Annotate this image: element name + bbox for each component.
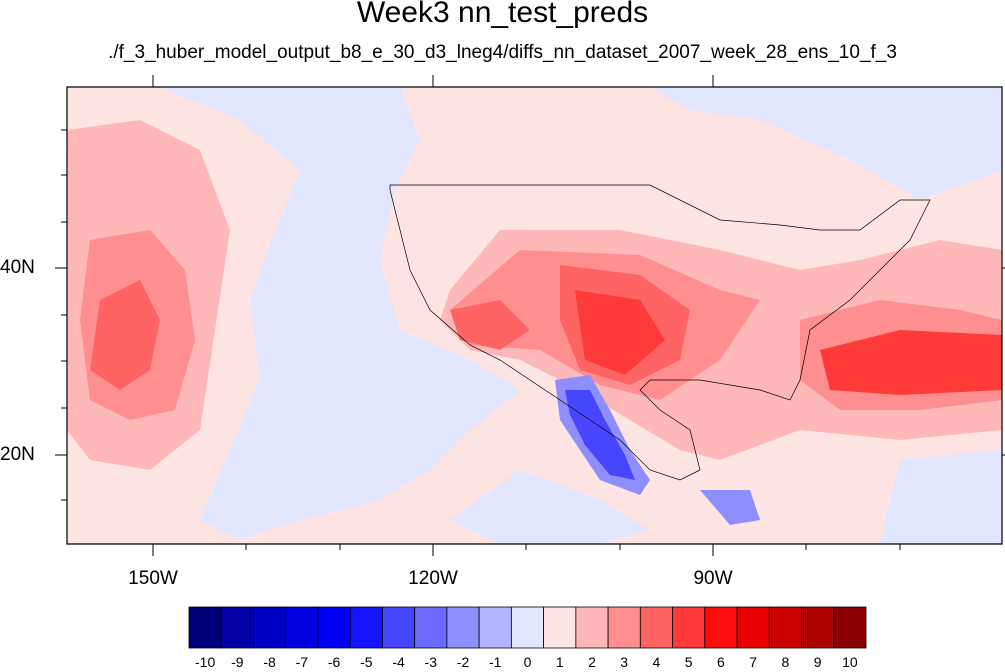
colorbar-label: -2 bbox=[456, 654, 470, 670]
y-tick-label: 20N bbox=[0, 444, 35, 465]
negative-region bbox=[450, 470, 650, 544]
colorbar-label: -3 bbox=[424, 654, 438, 670]
colorbar-label: -6 bbox=[327, 654, 341, 670]
colorbar-swatch bbox=[704, 606, 738, 649]
colorbar bbox=[188, 606, 867, 649]
colorbar-label: 1 bbox=[555, 654, 564, 670]
map-title: Week3 nn_test_preds bbox=[356, 0, 649, 29]
colorbar-swatch bbox=[414, 606, 448, 649]
colorbar-label: -10 bbox=[194, 654, 216, 670]
colorbar-swatch bbox=[543, 606, 577, 649]
colorbar-label: 5 bbox=[684, 654, 693, 670]
colorbar-label: 3 bbox=[620, 654, 629, 670]
colorbar-swatch bbox=[607, 606, 641, 649]
x-ticks bbox=[152, 75, 901, 556]
colorbar-label: 8 bbox=[781, 654, 790, 670]
colorbar-swatch bbox=[188, 606, 222, 649]
x-tick-label: 150W bbox=[128, 568, 178, 589]
colorbar-swatch bbox=[768, 606, 802, 649]
positive-region bbox=[575, 290, 665, 375]
colorbar-label: -5 bbox=[360, 654, 373, 670]
y-ticks bbox=[55, 129, 1005, 501]
positive-region bbox=[820, 330, 1002, 395]
x-tick-label: 90W bbox=[693, 568, 733, 589]
colorbar-swatch bbox=[285, 606, 319, 649]
colorbar-swatch bbox=[382, 606, 416, 649]
colorbar-swatch bbox=[510, 606, 545, 649]
negative-region bbox=[565, 390, 635, 480]
negative-region bbox=[700, 490, 760, 525]
y-tick-label: 40N bbox=[0, 257, 35, 278]
colorbar-swatch bbox=[833, 606, 867, 649]
positive-region bbox=[90, 280, 160, 390]
colorbar-swatch bbox=[672, 606, 706, 649]
colorbar-swatch bbox=[801, 606, 835, 649]
negative-region bbox=[880, 450, 1002, 544]
colorbar-swatch bbox=[736, 606, 770, 649]
negative-region bbox=[160, 87, 520, 540]
colorbar-label: 9 bbox=[813, 654, 822, 670]
colorbar-swatch bbox=[478, 606, 512, 649]
colorbar-label: 0 bbox=[523, 654, 532, 670]
colorbar-swatch bbox=[446, 606, 480, 649]
colorbar-label: -9 bbox=[231, 654, 244, 670]
colorbar-swatch bbox=[317, 606, 351, 649]
colorbar-swatch bbox=[253, 606, 287, 649]
positive-region bbox=[450, 300, 530, 350]
colorbar-swatch bbox=[349, 606, 383, 649]
x-tick-label: 120W bbox=[408, 568, 458, 589]
colorbar-swatch bbox=[575, 606, 609, 649]
colorbar-label: -7 bbox=[295, 654, 309, 670]
colorbar-label: -1 bbox=[489, 654, 502, 670]
colorbar-label: 2 bbox=[588, 654, 596, 670]
map-subtitle: ./f_3_huber_model_output_b8_e_30_d3_lneg… bbox=[108, 42, 897, 63]
negative-region bbox=[650, 87, 1002, 200]
colorbar-label: 4 bbox=[652, 654, 661, 670]
colorbar-swatch bbox=[220, 606, 254, 649]
colorbar-label: 10 bbox=[842, 654, 858, 670]
colorbar-label: -8 bbox=[263, 654, 276, 670]
map-frame bbox=[66, 86, 1003, 545]
colorbar-swatch bbox=[639, 606, 673, 649]
coastline bbox=[389, 184, 931, 481]
colorbar-label: 7 bbox=[749, 654, 758, 670]
anomaly-field bbox=[67, 87, 1002, 544]
colorbar-label: -4 bbox=[392, 654, 405, 670]
colorbar-label: 6 bbox=[717, 654, 725, 670]
